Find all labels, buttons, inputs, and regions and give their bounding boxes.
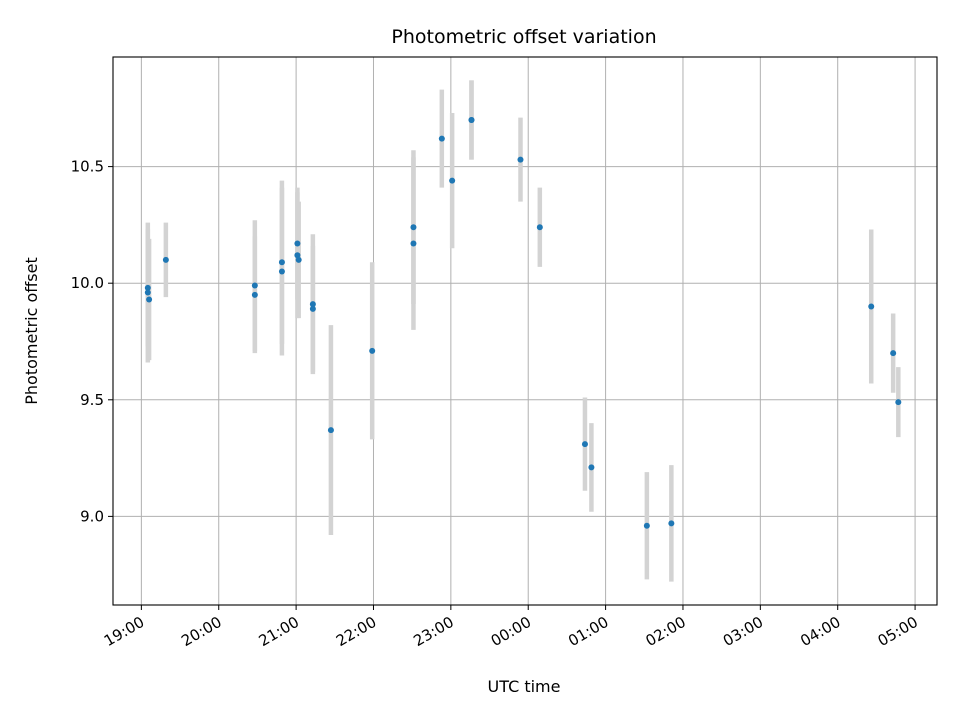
data-point (449, 177, 456, 184)
data-point (327, 427, 334, 434)
data-point (643, 522, 650, 529)
data-point (369, 347, 376, 354)
data-point (410, 240, 417, 247)
data-point (309, 301, 316, 308)
data-point (144, 284, 151, 291)
data-point (581, 441, 588, 448)
data-point (438, 135, 445, 142)
data-point (144, 289, 151, 296)
y-tick-label: 10.0 (71, 274, 104, 292)
chart-title: Photometric offset variation (391, 26, 656, 48)
data-point (517, 156, 524, 163)
y-tick-label: 9.0 (80, 507, 104, 525)
data-point (295, 256, 302, 263)
y-axis: 9.0 9.5 10.0 10.5 (71, 158, 113, 525)
data-point (410, 224, 417, 231)
data-point (294, 252, 301, 259)
data-point (468, 116, 475, 123)
data-point (890, 350, 897, 357)
x-axis-label: UTC time (488, 677, 561, 696)
data-point (162, 256, 169, 263)
data-point (536, 224, 543, 231)
data-point (588, 464, 595, 471)
data-point (309, 305, 316, 312)
data-point (868, 303, 875, 310)
y-axis-label: Photometric offset (22, 257, 41, 405)
plot-frame (112, 56, 938, 606)
grid (113, 57, 937, 605)
data-point (278, 259, 285, 266)
data-points (144, 116, 902, 529)
y-tick-label: 10.5 (71, 158, 104, 176)
data-point (251, 282, 258, 289)
data-point (895, 399, 902, 406)
data-point (278, 268, 285, 275)
data-point (668, 520, 675, 527)
data-point (251, 291, 258, 298)
data-point (294, 240, 301, 247)
data-point (146, 296, 153, 303)
y-tick-label: 9.5 (80, 391, 104, 409)
